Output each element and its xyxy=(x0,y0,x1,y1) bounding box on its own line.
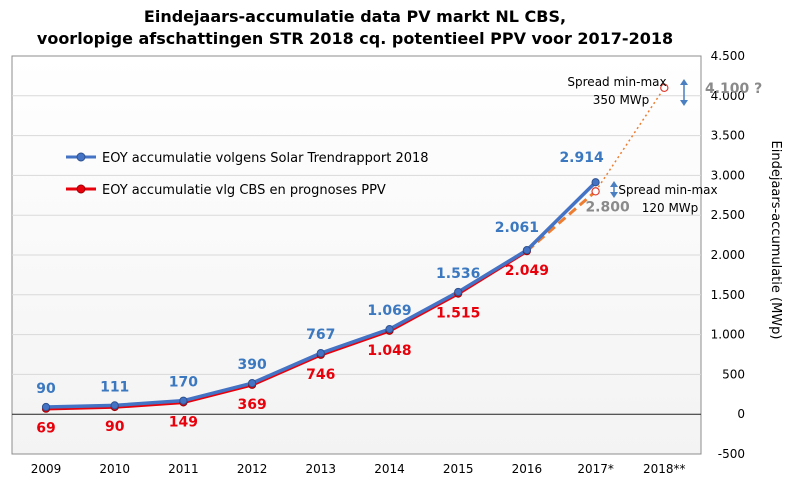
spread-arrow-2018 xyxy=(680,79,688,106)
data-point-blue xyxy=(316,349,325,358)
y-tick-label: -500 xyxy=(718,447,745,461)
y-tick-label: 4.000 xyxy=(711,89,745,103)
y-tick-label: 2.000 xyxy=(711,248,745,262)
data-label-red: 90 xyxy=(105,419,125,435)
projection-label-2017: 2.800 xyxy=(585,199,630,215)
legend-marker-red xyxy=(76,184,86,194)
spread-arrow-2017-head-up xyxy=(610,181,618,187)
x-tick-label: 2015 xyxy=(443,462,474,476)
data-label-blue: 1.069 xyxy=(367,303,411,319)
x-tick-label: 2013 xyxy=(306,462,337,476)
series-points xyxy=(41,83,669,413)
data-label-blue: 390 xyxy=(237,357,266,373)
data-label-red: 149 xyxy=(169,414,198,430)
data-label-red: 1.515 xyxy=(436,306,480,322)
x-tick-label: 2010 xyxy=(99,462,130,476)
data-point-blue xyxy=(41,402,51,412)
spread-arrow-2018-head-up xyxy=(680,79,688,85)
data-label-blue: 111 xyxy=(100,379,129,395)
x-tick-label: 2017* xyxy=(577,462,614,476)
legend-marker-blue xyxy=(76,152,86,162)
chart-title-line-2: voorlopige afschattingen STR 2018 cq. po… xyxy=(37,29,673,48)
data-label-red: 746 xyxy=(306,367,335,383)
x-tick-label: 2018** xyxy=(643,462,686,476)
data-point-blue xyxy=(522,246,532,255)
projected-point xyxy=(660,83,669,93)
annotations: Spread min-max 350 MWp Spread min-max 120 M… xyxy=(567,75,717,215)
data-label-red: 69 xyxy=(36,421,55,437)
data-label-blue: 2.914 xyxy=(559,150,604,166)
y-tick-label: 3.500 xyxy=(711,129,745,143)
y-tick-label: 0 xyxy=(737,407,745,421)
spread-arrow-2017-head-down xyxy=(610,192,618,198)
data-point-blue xyxy=(385,325,394,334)
x-tick-label: 2016 xyxy=(512,462,543,476)
data-label-blue: 170 xyxy=(169,375,198,391)
data-point-blue xyxy=(248,379,257,388)
annotation-2018-line-1: Spread min-max xyxy=(567,75,666,89)
data-point-blue xyxy=(179,396,188,405)
data-label-red: 1.048 xyxy=(367,343,411,359)
data-labels: 90 111 170 390 767 1.069 1.536 2.061 2.914 69 90 14… xyxy=(36,81,762,437)
annotation-2017-line-1: Spread min-max xyxy=(618,183,717,197)
data-label-blue: 90 xyxy=(36,381,56,397)
gridlines xyxy=(12,95,701,415)
y-tick-label: 1.500 xyxy=(711,288,745,302)
x-tick-label: 2011 xyxy=(168,462,199,476)
legend-label-red: EOY accumulatie vlg CBS en prognoses PPV xyxy=(102,183,386,198)
x-tick-label: 2014 xyxy=(374,462,405,476)
spread-arrow-2018-head-down xyxy=(680,100,688,106)
data-label-red: 2.049 xyxy=(505,263,549,279)
projection-label-2018: 4.100 ? xyxy=(705,81,762,97)
data-label-blue: 767 xyxy=(306,327,335,343)
axis-ticks: -500 0 500 1.000 1.500 2.000 2.500 3.000 3.500 4.… xyxy=(31,49,745,476)
legend: EOY accumulatie volgens Solar Trendrappo… xyxy=(66,151,429,198)
spread-arrow-2017 xyxy=(610,181,618,198)
y-tick-label: 1.000 xyxy=(711,328,745,342)
data-label-blue: 1.536 xyxy=(436,266,480,282)
legend-label-blue: EOY accumulatie volgens Solar Trendrappo… xyxy=(102,151,429,166)
projection-line-2 xyxy=(594,87,665,192)
x-tick-label: 2012 xyxy=(237,462,268,476)
x-tick-label: 2009 xyxy=(31,462,62,476)
y-tick-label: 3.000 xyxy=(711,168,745,182)
data-point-blue xyxy=(454,287,463,297)
data-point-blue xyxy=(591,178,600,187)
chart-title-line-1: Eindejaars-accumulatie data PV markt NL … xyxy=(144,7,566,26)
data-point-blue xyxy=(110,401,119,410)
annotation-2017-line-2: 120 MWp xyxy=(642,201,699,215)
y-tick-label: 4.500 xyxy=(711,49,745,63)
projected-point xyxy=(591,187,600,196)
annotation-2018-line-2: 350 MWp xyxy=(593,93,650,107)
y-axis-label: Eindejaars-accumulatie (MWp) xyxy=(768,141,783,340)
data-label-blue: 2.061 xyxy=(495,220,539,236)
y-tick-label: 500 xyxy=(722,367,745,381)
data-label-red: 369 xyxy=(237,397,266,413)
y-tick-label: 2.500 xyxy=(711,208,745,222)
